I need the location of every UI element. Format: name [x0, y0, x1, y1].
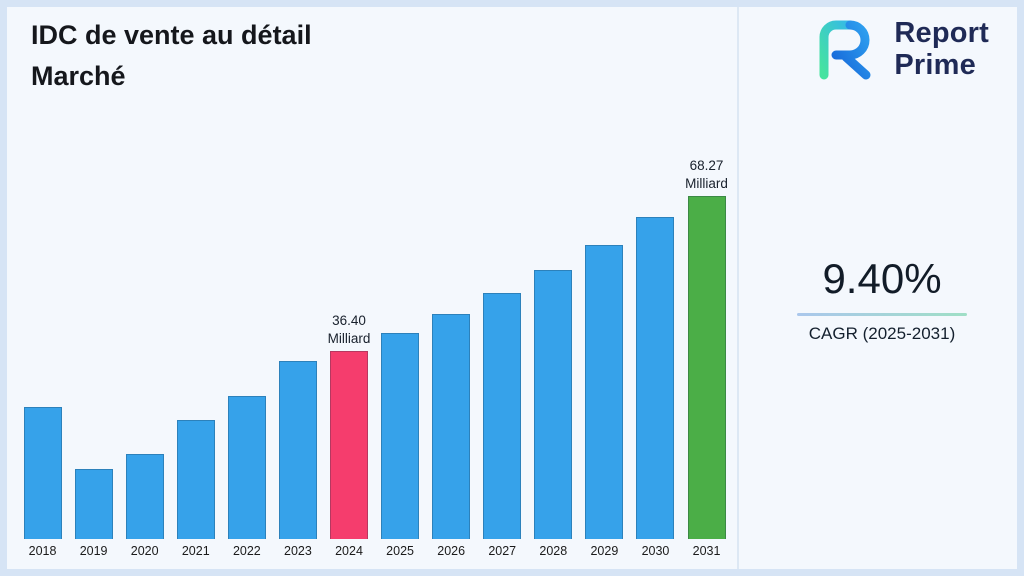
bar-2029[interactable] [585, 244, 624, 539]
bar-2023[interactable] [278, 360, 317, 539]
x-axis-label-2018: 2018 [28, 544, 57, 558]
x-axis-label-2027: 2027 [488, 544, 517, 558]
page-title: IDC de vente au détail Marché [31, 20, 312, 91]
logo-word-prime: Prime [894, 49, 976, 82]
bar-chart: 36.40 Milliard 68.27 Milliard 2018 2019 2020 2… [17, 157, 732, 563]
bar-2030[interactable] [636, 216, 675, 539]
x-axis-label-2021: 2021 [181, 544, 210, 558]
bar-2020[interactable] [125, 453, 164, 539]
bar-2026[interactable] [432, 314, 471, 539]
bar-slot-2018 [17, 157, 68, 539]
bar-slot-2020 [119, 157, 170, 539]
chart-plot-area: 36.40 Milliard 68.27 Milliard [17, 157, 732, 539]
cagr-value: 9.40% [822, 255, 942, 302]
bar-slot-2029 [579, 157, 630, 539]
x-axis-label-2020: 2020 [130, 544, 159, 558]
cagr-underline [797, 313, 967, 316]
panel-divider [737, 7, 739, 569]
x-axis-label-2030: 2030 [641, 544, 670, 558]
bar-slot-2025 [375, 157, 426, 539]
bar-slot-2019 [68, 157, 119, 539]
bar-slot-2028 [528, 157, 579, 539]
x-axis-label-2019: 2019 [79, 544, 108, 558]
cagr-panel: 9.40% CAGR (2025-2031) [751, 255, 1013, 344]
x-axis-label-2028: 2028 [539, 544, 568, 558]
bar-2022[interactable] [227, 396, 266, 539]
bar-2028[interactable] [534, 269, 573, 539]
x-axis: 2018 2019 2020 2021 2022 2023 2024 2025 2026 2027… [17, 539, 732, 563]
x-axis-label-2031: 2031 [692, 544, 721, 558]
cagr-label: CAGR (2025-2031) [808, 324, 956, 343]
logo-word-report: Report [894, 17, 989, 49]
bar-slot-2030 [630, 157, 681, 539]
bar-slot-2022 [221, 157, 272, 539]
bar-2019[interactable] [74, 469, 113, 539]
report-prime-logo: Report Prime [810, 17, 989, 82]
bar-2024[interactable] [330, 351, 368, 539]
bar-slot-2023 [272, 157, 323, 539]
bar-slot-2027 [477, 157, 528, 539]
report-prime-logo-text: Report Prime [894, 17, 989, 82]
report-prime-logo-icon [819, 20, 871, 80]
bar-2031[interactable] [687, 196, 726, 539]
x-axis-label-2025: 2025 [386, 544, 414, 558]
bar-2018[interactable] [23, 406, 62, 539]
x-axis-label-2029: 2029 [590, 544, 619, 558]
bar-slot-2021 [170, 157, 221, 539]
x-axis-label-2026: 2026 [437, 544, 466, 558]
bar-value-label-2031: 68.27 Milliard [685, 158, 728, 191]
bar-2027[interactable] [483, 292, 522, 539]
bar-slot-2031: 68.27 Milliard [681, 157, 732, 539]
bar-value-label-2024: 36.40 Milliard [327, 313, 371, 346]
x-axis-label-2024: 2024 [335, 544, 363, 558]
bar-2025[interactable] [381, 333, 420, 539]
x-axis-label-2022: 2022 [232, 544, 261, 558]
bar-slot-2026 [426, 157, 477, 539]
x-axis-label-2023: 2023 [284, 544, 312, 558]
bar-2021[interactable] [176, 420, 215, 539]
bar-slot-2024: 36.40 Milliard [323, 157, 374, 539]
